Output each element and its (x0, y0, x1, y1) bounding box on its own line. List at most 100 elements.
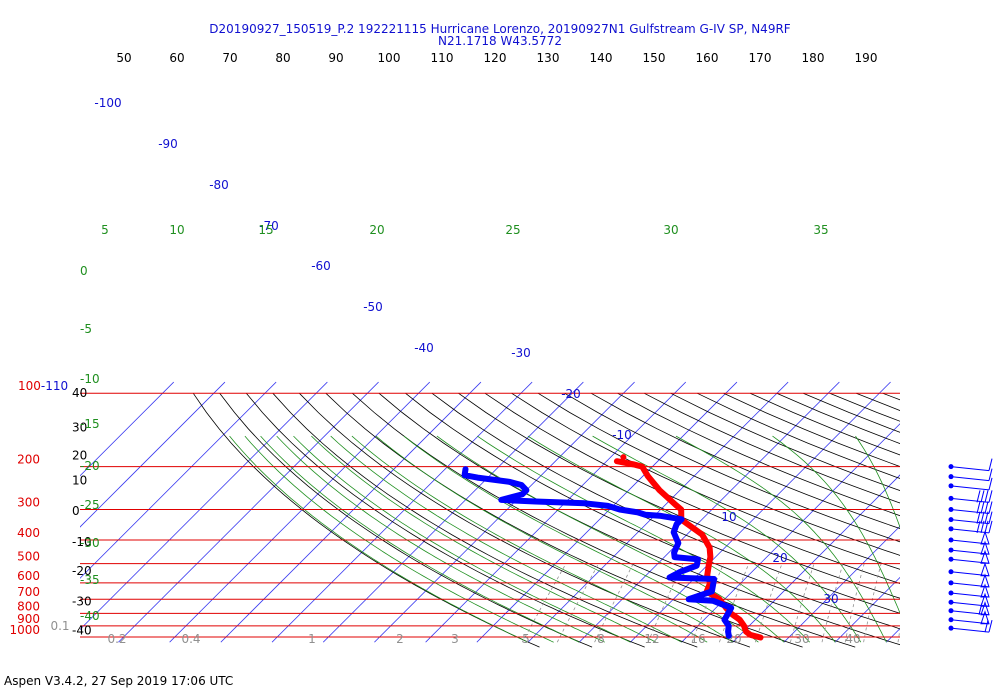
theta-label: 140 (590, 51, 613, 65)
isotherm-label: -50 (363, 300, 383, 314)
wind-barb-flag (980, 573, 990, 588)
moist-adiabat-label: 15 (258, 223, 273, 237)
isotherm-label: -10 (612, 428, 632, 442)
wind-barb-tick (988, 468, 993, 481)
isotherm-label: -70 (259, 219, 279, 233)
pressure-label: 400 (17, 526, 40, 540)
wind-barb-shaft (950, 539, 990, 545)
wind-barb-flag (980, 530, 990, 545)
isotherm-label: -100 (94, 96, 121, 110)
wind-barb-shaft (950, 619, 990, 625)
wind-barb-tick (976, 511, 981, 524)
mixing-ratio-label: 1 (308, 632, 316, 646)
theta-label: 60 (169, 51, 184, 65)
theta-label: 110 (431, 51, 454, 65)
isotherm-line (630, 381, 891, 643)
wind-barb-tick (988, 458, 993, 471)
wind-barb-tick (984, 520, 989, 533)
mixing-ratio-line (863, 563, 882, 643)
isotherm-label: -60 (311, 259, 331, 273)
dry-adiabat (431, 392, 900, 614)
mixing-ratio-label: 30 (794, 632, 809, 646)
wind-barb-tick (976, 501, 981, 514)
wind-barb-flag (980, 540, 990, 555)
wind-barb-tick (988, 477, 993, 491)
wind-barb-shaft (950, 582, 990, 588)
theta-label: 120 (484, 51, 507, 65)
wind-barb-flag (980, 610, 990, 625)
mixing-ratio-label: 40 (845, 632, 860, 646)
wind-barb-tick (976, 490, 981, 503)
wind-barb-shaft (950, 519, 990, 525)
theta-label: 90 (328, 51, 343, 65)
isotherm-line (80, 381, 328, 630)
wind-barb-shaft (950, 601, 990, 607)
mixing-ratio-line (521, 563, 567, 643)
adiabat-temp-label: -40 (72, 623, 92, 637)
pressure-label: 200 (17, 453, 40, 467)
wind-barb-tick (988, 520, 993, 533)
wind-barb-shaft (950, 610, 990, 616)
dry-adiabat (962, 393, 1000, 647)
theta-label: 70 (222, 51, 237, 65)
pressure-label: 300 (17, 496, 40, 510)
temperature-dot (620, 454, 627, 461)
wind-barb-tick (980, 490, 985, 503)
wind-barb-tick (980, 501, 985, 514)
moist-adiabat-label: 5 (101, 223, 109, 237)
theta-label: 180 (802, 51, 825, 65)
pressure-label: 800 (17, 599, 40, 613)
dewpoint-profile (461, 466, 735, 639)
mixing-ratio-label: 16 (690, 632, 705, 646)
moist-adiabat-label: 0 (80, 264, 88, 278)
moist-adiabat-label: 35 (813, 223, 828, 237)
moist-adiabat-label: 10 (169, 223, 184, 237)
dry-adiabat (590, 392, 900, 529)
wind-barb-shaft (950, 528, 990, 534)
isotherm-line (80, 381, 175, 477)
adiabat-temp-label: 20 (72, 448, 87, 462)
mixing-ratio-label: 5 (522, 632, 530, 646)
chart-subtitle: N21.1718 W43.5772 (438, 34, 562, 48)
isotherm-line (80, 381, 226, 528)
isotherm-label: -80 (209, 178, 229, 192)
wind-barb-shaft (950, 627, 990, 633)
mixing-ratio-label: 0.2 (107, 632, 126, 646)
dry-adiabat (537, 392, 900, 556)
mixing-ratio-line (556, 563, 599, 643)
wind-barb-tick (980, 511, 985, 524)
isotherm-label: -20 (561, 387, 581, 401)
dry-adiabat (989, 393, 1000, 647)
wind-barb-tick (988, 490, 993, 503)
dry-adiabat (856, 392, 900, 411)
moist-adiabat-label: -10 (80, 372, 100, 386)
isotherm-line (80, 381, 277, 579)
mixing-ratio-line (897, 626, 900, 643)
isotherm-line (169, 381, 431, 643)
temperature-profile (613, 458, 764, 641)
isotherm-line (118, 381, 379, 643)
pressure-label: 600 (17, 569, 40, 583)
moist-adiabat-label: -35 (80, 573, 100, 587)
isotherm-line (527, 381, 789, 643)
mixing-ratio-line (594, 563, 634, 643)
footer-text: Aspen V3.4.2, 27 Sep 2019 17:06 UTC (4, 674, 234, 688)
mixing-ratio-label: 8 (597, 632, 605, 646)
moist-adiabat-label: -30 (80, 536, 100, 550)
moist-adiabat-label: -25 (80, 498, 100, 512)
isotherm-line (322, 381, 584, 643)
theta-label: 80 (275, 51, 290, 65)
wind-barb-shaft (950, 571, 990, 577)
adiabat-temp-label: 40 (72, 386, 87, 400)
isotherm-label: 30 (823, 592, 838, 606)
wind-barb-shaft (950, 485, 990, 491)
moist-adiabat-label: 25 (505, 223, 520, 237)
mixing-ratio-label: 3 (451, 632, 459, 646)
mixing-ratio-label: 12 (644, 632, 659, 646)
wind-barb-shaft (950, 497, 990, 503)
isotherm-label: -40 (414, 341, 434, 355)
mixing-ratio-line (844, 563, 865, 643)
wind-barb-tick (980, 520, 985, 533)
